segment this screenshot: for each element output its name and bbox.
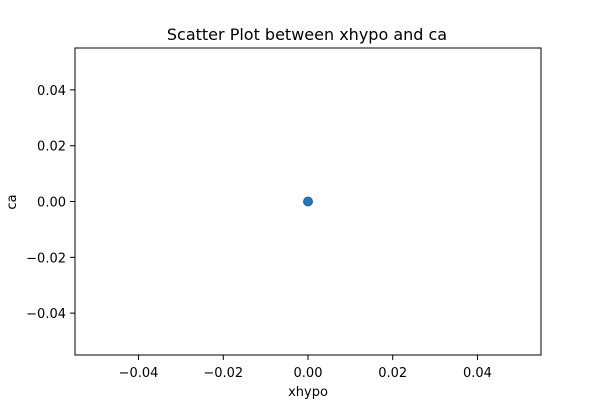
x-tick-label: 0.00 [294, 366, 323, 381]
x-tick-label: 0.04 [463, 366, 492, 381]
y-tick-label: 0.02 [37, 140, 66, 155]
x-axis-ticks: −0.04 −0.02 0.00 0.02 0.04 [119, 355, 492, 381]
chart-title: Scatter Plot between xhypo and ca [167, 25, 447, 44]
y-tick-label: −0.04 [26, 307, 66, 322]
y-tick-label: 0.00 [37, 196, 66, 211]
x-axis-label: xhypo [288, 385, 328, 400]
y-tick-label: 0.04 [37, 84, 66, 99]
scatter-point [303, 196, 313, 207]
x-tick-label: −0.04 [119, 366, 159, 381]
y-axis-label: ca [5, 194, 20, 209]
y-axis-ticks: −0.04 −0.02 0.00 0.02 0.04 [26, 84, 75, 322]
x-tick-label: 0.02 [378, 366, 407, 381]
y-tick-label: −0.02 [26, 251, 66, 266]
x-tick-label: −0.02 [203, 366, 243, 381]
scatter-points [303, 196, 313, 207]
